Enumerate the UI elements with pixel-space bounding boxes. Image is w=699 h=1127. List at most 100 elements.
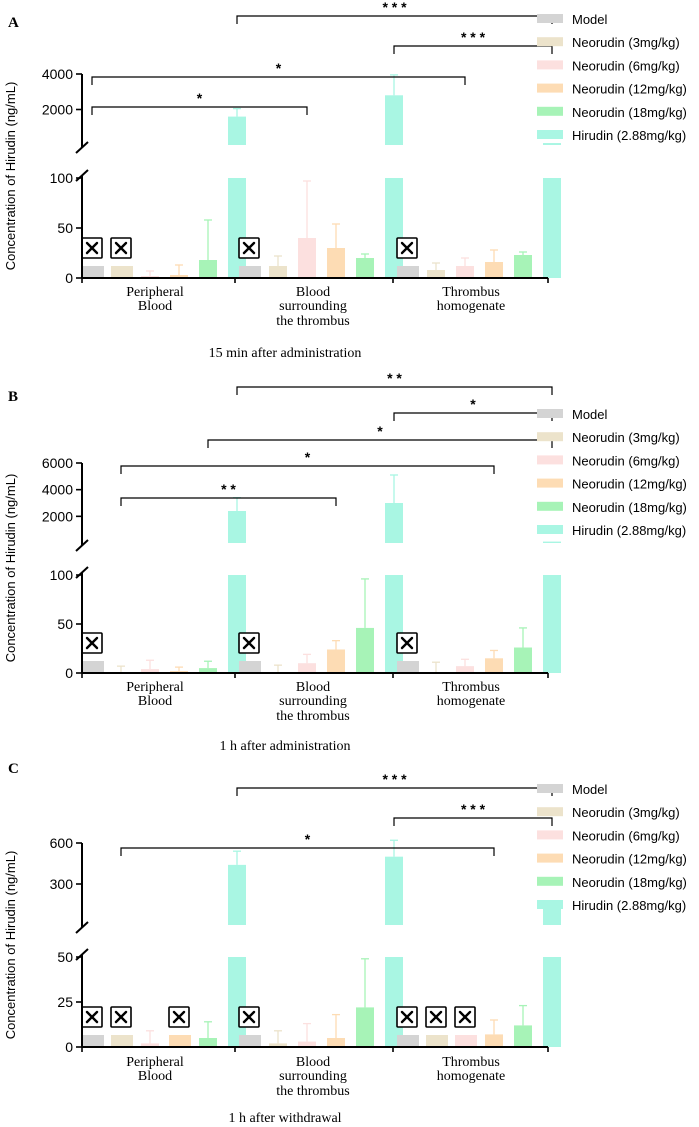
significance-bracket [236,787,553,796]
legend-swatch [537,432,563,442]
bar [356,258,374,278]
x-category-line: Blood [296,1055,330,1070]
significance-label: * * * [461,801,486,817]
legend-label: Hirudin (2.88mg/kg) [572,523,686,538]
axis-break [75,539,89,552]
bar [385,503,403,543]
panel-label: A [8,15,19,31]
x-category-line: Thrombus [442,285,500,300]
y-tick-label: 0 [65,270,73,286]
x-category-label: Blood surrounding the thrombus [276,680,350,724]
legend-swatch [537,37,563,47]
bar [485,658,503,673]
bar [356,1007,374,1047]
bar [239,1035,261,1047]
x-category-line: the thrombus [276,709,350,724]
bar [228,957,246,1047]
significance-bracket [91,106,308,115]
bar [514,255,532,278]
legend-swatch [537,525,563,534]
significance-label: * [470,396,476,412]
significance-bracket [236,15,553,24]
bar [385,856,403,925]
x-category-line: Peripheral [126,1055,184,1070]
legend-label: Neorudin (6mg/kg) [572,453,680,468]
x-category-label: Peripheral Blood [126,1055,184,1084]
bar [514,1025,532,1047]
bar [111,266,133,278]
bar [82,1035,104,1047]
legend-swatch [537,876,563,886]
cross-icon [429,1010,443,1024]
y-tick-label: 600 [50,835,74,851]
bar [228,511,246,543]
legend-label: Neorudin (3mg/kg) [572,35,680,50]
legend-label: Neorudin (18mg/kg) [572,105,687,120]
cross-icon [458,1010,472,1024]
legend-swatch [537,501,563,511]
x-category-line: Peripheral [126,285,184,300]
bar [82,661,104,673]
x-category-line: the thrombus [276,314,350,329]
bar [456,666,474,673]
x-category-line: Blood [296,285,330,300]
legend-swatch [537,900,563,909]
y-tick-label: 0 [65,1039,73,1055]
significance-bracket [91,76,466,85]
legend-swatch [537,106,563,116]
bar [385,957,403,1047]
legend-label: Neorudin (12mg/kg) [572,82,687,97]
y-axis-label: Concentration of Hirudin (ng/mL) [3,82,18,271]
chart-panel-B: B Concentration of Hirudin (ng/mL) 0 50 100 2… [3,370,687,754]
y-tick-label: 6000 [42,455,73,471]
cross-icon [242,636,256,650]
bar [543,178,561,278]
bar [199,260,217,278]
legend-swatch [537,83,563,93]
axis-break [75,566,89,579]
legend-label: Model [572,782,608,797]
bar [543,957,561,1047]
y-tick-label: 50 [57,949,73,965]
bar [397,661,419,673]
bar [298,1041,316,1047]
bar [327,248,345,278]
x-category-line: homogenate [437,1069,505,1084]
bar [228,116,246,145]
bar [141,1043,159,1047]
bar [228,178,246,278]
legend-label: Model [572,12,608,27]
significance-bracket [120,497,337,506]
legend-label: Neorudin (6mg/kg) [572,828,680,843]
legend-swatch [537,830,563,840]
x-category-line: Blood [138,299,172,314]
significance-bracket [393,412,553,421]
y-tick-label: 2000 [42,508,73,524]
bar [327,1038,345,1047]
bar [543,143,561,145]
legend-label: Neorudin (6mg/kg) [572,58,680,73]
significance-bracket [120,847,495,856]
bar [397,266,419,278]
bar [298,238,316,278]
legend-swatch [537,409,563,418]
legend-swatch [537,455,563,465]
axis-break [75,169,89,182]
x-category-line: Blood [138,694,172,709]
chart-title: 1 h after withdrawal [228,1111,341,1126]
x-category-label: Blood surrounding the thrombus [276,285,350,329]
legend-swatch [537,853,563,863]
bar [485,1034,503,1047]
bar [141,669,159,673]
bar [239,661,261,673]
significance-label: * [377,423,383,439]
panel-label: B [8,389,18,405]
cross-icon [242,241,256,255]
significance-bracket [236,386,553,395]
legend-label: Hirudin (2.88mg/kg) [572,898,686,913]
x-category-line: Peripheral [126,680,184,695]
legend-label: Neorudin (3mg/kg) [572,805,680,820]
panel-label: C [8,761,19,777]
legend-label: Neorudin (18mg/kg) [572,875,687,890]
bar [455,1035,477,1047]
